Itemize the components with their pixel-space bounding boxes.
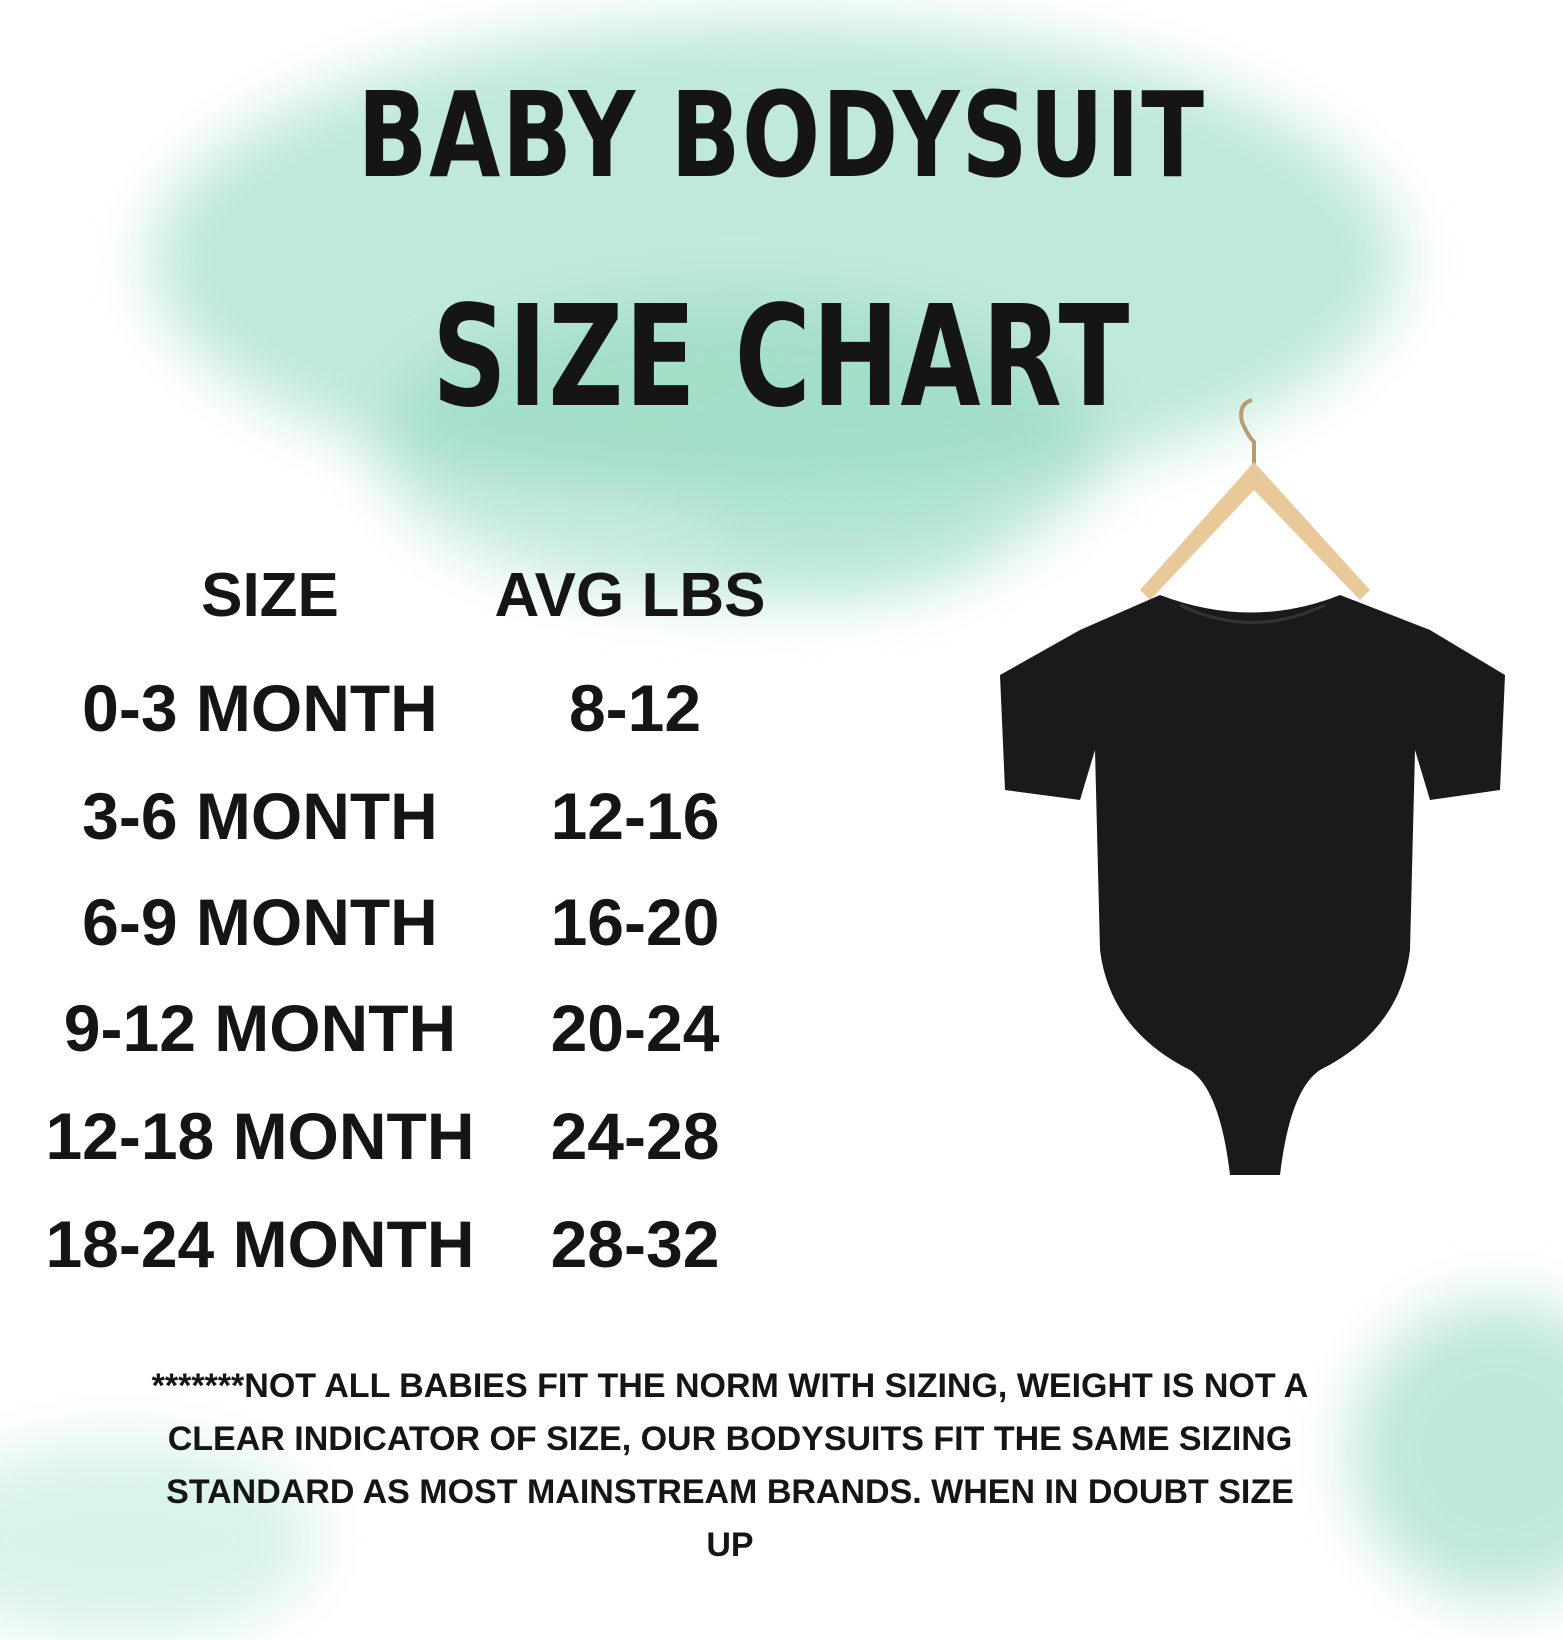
bodysuit-image (1000, 398, 1505, 1175)
lbs-cell: 28-32 (550, 1207, 720, 1281)
lbs-cell: 16-20 (550, 885, 720, 959)
header-size: SIZE (201, 561, 339, 630)
size-cell: 6-9 MONTH (82, 885, 438, 959)
header-avg-lbs: AVG LBS (494, 561, 766, 630)
lbs-cell: 24-28 (550, 1099, 720, 1173)
size-cell: 0-3 MONTH (82, 671, 438, 745)
size-cell: 3-6 MONTH (82, 779, 438, 853)
lbs-cell: 8-12 (568, 671, 702, 745)
lbs-cell: 12-16 (550, 779, 720, 853)
size-cell: 12-18 MONTH (45, 1099, 475, 1173)
title-line-1: BABY BODYSUIT (357, 66, 1206, 204)
bodysuit-shape (1000, 595, 1505, 1175)
hanger-icon (1140, 398, 1370, 600)
lbs-cell: 20-24 (550, 991, 720, 1065)
size-cell: 9-12 MONTH (63, 991, 457, 1065)
size-cell: 18-24 MONTH (45, 1207, 475, 1281)
footnote: *******NOT ALL BABIES FIT THE NORM WITH … (151, 1367, 1309, 1564)
title-line-2: SIZE CHART (432, 276, 1131, 439)
